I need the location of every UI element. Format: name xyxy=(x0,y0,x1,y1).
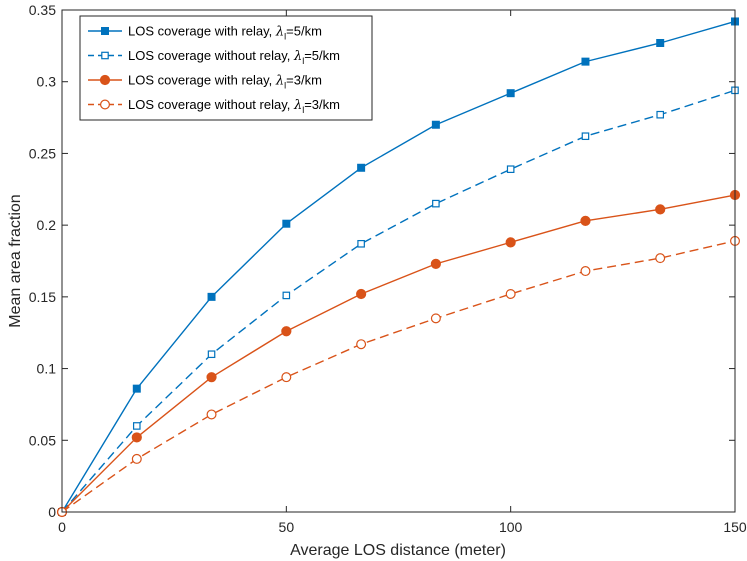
series-4-point xyxy=(131,453,142,464)
series-2-point xyxy=(506,165,515,174)
legend-marker xyxy=(99,74,111,86)
legend-box xyxy=(79,15,373,121)
series-4-point xyxy=(655,253,666,264)
legend-entry: LOS coverage with relay, λl=3/km xyxy=(88,73,322,91)
legend-label: LOS coverage with relay, λl=3/km xyxy=(128,73,322,91)
legend-label: LOS coverage with relay, λl=5/km xyxy=(128,24,322,42)
series-2-point xyxy=(432,199,440,208)
series-1-point xyxy=(282,219,291,228)
y-tick-label: 0.15 xyxy=(29,289,56,305)
y-tick-label: 0.3 xyxy=(37,74,57,90)
y-tick-label: 0.25 xyxy=(29,145,56,161)
series-4 xyxy=(56,235,740,518)
y-tick-label: 0.05 xyxy=(29,432,56,448)
x-tick-label: 0 xyxy=(58,519,66,535)
x-tick-label: 150 xyxy=(723,519,747,535)
series-1-line xyxy=(61,20,736,513)
series-2-point xyxy=(656,110,665,119)
x-axis-label: Average LOS distance (meter) xyxy=(290,542,506,559)
y-tick-label: 0.2 xyxy=(37,217,57,233)
legend-label: LOS coverage without relay, λl=3/km xyxy=(128,97,340,115)
series-2-point xyxy=(132,422,141,430)
x-tick-label: 100 xyxy=(499,519,523,535)
series-3-point xyxy=(430,258,441,269)
y-tick-label: 0.1 xyxy=(37,361,57,377)
series-3-point xyxy=(580,215,591,226)
series-1-point xyxy=(207,292,216,301)
series-2-point xyxy=(357,239,365,248)
series-3-point xyxy=(131,432,142,443)
legend-entry: LOS coverage without relay, λl=3/km xyxy=(88,97,340,115)
legend-entry: LOS coverage without relay, λl=5/km xyxy=(88,48,340,66)
series-2-point xyxy=(581,132,590,141)
y-tick-label: 0 xyxy=(48,504,56,520)
series-2-point xyxy=(207,350,216,359)
series-4-point xyxy=(281,372,292,383)
legend-marker xyxy=(99,99,110,110)
legend-marker xyxy=(101,27,109,35)
series-1-point xyxy=(357,163,366,172)
series-1-point xyxy=(132,384,141,393)
series-4-line xyxy=(61,240,736,513)
series-3-point xyxy=(505,237,516,248)
series-3-line xyxy=(61,194,736,513)
tick-layer: 0 50 100 150 0 0.05 0.1 0.15 0.2 0.25 0.3 0.35 xyxy=(29,2,747,535)
series-1-point xyxy=(581,57,590,66)
y-tick-label: 0.35 xyxy=(29,2,56,18)
series-1-point xyxy=(656,38,665,47)
series-2-line xyxy=(61,89,736,513)
series-3-point xyxy=(206,372,217,383)
legend-entry: LOS coverage with relay, λl=5/km xyxy=(88,24,322,42)
plot-box xyxy=(61,9,736,513)
x-tick-label: 50 xyxy=(279,519,295,535)
legend-label: LOS coverage without relay, λl=5/km xyxy=(128,48,340,66)
y-axis-label: Mean area fraction xyxy=(7,194,24,327)
series-4-point xyxy=(580,266,591,277)
series-3-point xyxy=(281,326,292,337)
series-4-point xyxy=(505,288,516,299)
series-2-point xyxy=(282,291,291,300)
series-3-point xyxy=(655,204,666,215)
legend-marker xyxy=(101,51,109,60)
series-1-point xyxy=(431,120,440,129)
series-3-point xyxy=(356,288,367,300)
legend: LOS coverage with relay, λl=5/km LOS cove… xyxy=(79,15,373,121)
series-4-point xyxy=(356,339,367,350)
series-1-point xyxy=(506,89,515,98)
series-4-point xyxy=(430,313,441,324)
series-4-point xyxy=(206,409,217,420)
